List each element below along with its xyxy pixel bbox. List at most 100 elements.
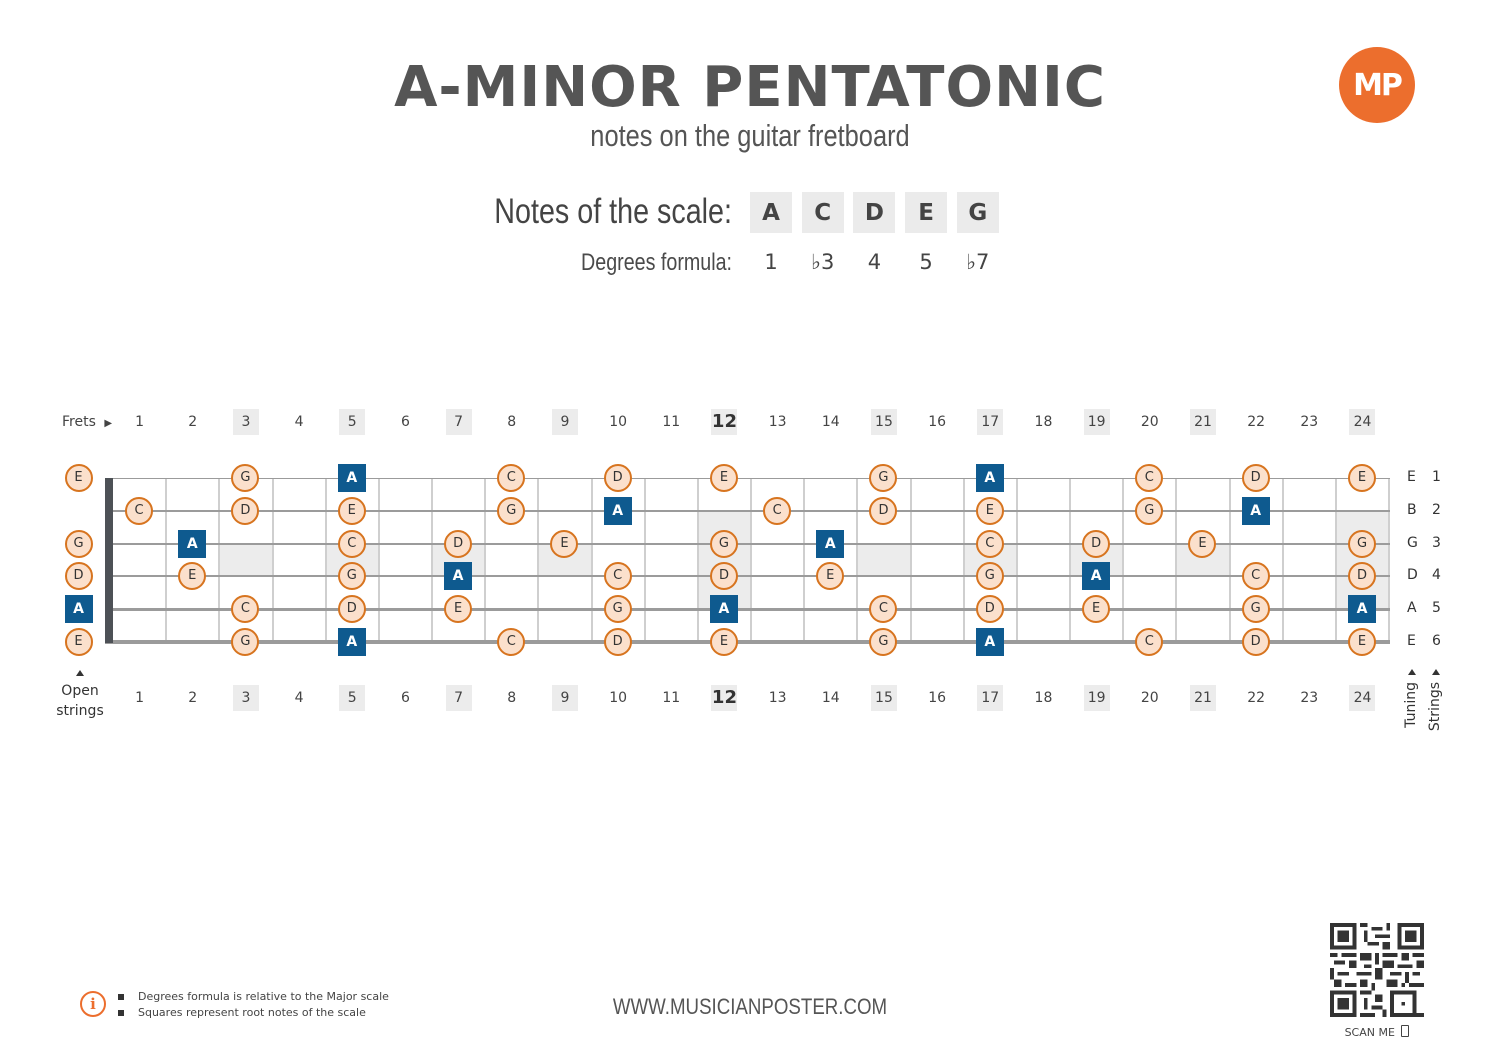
logo-text: MP xyxy=(1353,67,1403,103)
fret-inlay xyxy=(219,544,273,576)
fret-number: 20 xyxy=(1140,414,1159,430)
root-note-marker: A xyxy=(1347,594,1376,623)
fret-line xyxy=(1015,478,1018,642)
open-strings-label: Open strings xyxy=(56,683,104,719)
string-1 xyxy=(105,477,1390,479)
bullet-icon xyxy=(118,994,124,1000)
root-note-marker: A xyxy=(603,496,632,525)
note-marker: E xyxy=(178,561,207,590)
root-note-marker: A xyxy=(178,529,207,558)
fret-number: 19 xyxy=(1083,685,1110,711)
fret-number: 17 xyxy=(977,685,1004,711)
fret-number: 5 xyxy=(339,409,366,435)
bullet-icon xyxy=(118,1010,124,1016)
brand-logo[interactable]: MP xyxy=(1339,47,1415,123)
note-marker: G xyxy=(869,627,898,656)
fret-line xyxy=(1388,478,1391,642)
arrow-up-icon xyxy=(1432,669,1440,675)
string-5 xyxy=(105,607,1390,611)
fret-number: 6 xyxy=(400,690,410,706)
root-note-marker: A xyxy=(64,594,93,623)
root-note-marker: A xyxy=(1241,496,1270,525)
tuning-note: E xyxy=(1407,633,1416,649)
fret-number: 9 xyxy=(551,685,578,711)
fret-line xyxy=(962,478,965,642)
scale-note-box: G xyxy=(956,192,999,233)
page-title: A-MINOR PENTATONIC xyxy=(394,55,1106,120)
fret-number: 11 xyxy=(662,690,681,706)
fret-number: 7 xyxy=(445,409,472,435)
note-marker: E xyxy=(709,463,738,492)
note-marker: D xyxy=(1347,561,1376,590)
string-number: 1 xyxy=(1432,469,1441,485)
fret-line xyxy=(537,478,540,642)
string-number: 6 xyxy=(1432,633,1441,649)
tuning-note: B xyxy=(1407,502,1417,518)
fret-number: 10 xyxy=(609,414,628,430)
qr-code[interactable] xyxy=(1330,923,1424,1017)
fret-number: 18 xyxy=(1034,414,1053,430)
arrow-up-icon xyxy=(76,670,84,676)
fret-number: 2 xyxy=(188,690,198,706)
nut xyxy=(105,478,113,643)
fret-line xyxy=(696,478,699,642)
scale-note-box: E xyxy=(905,192,948,233)
fret-number: 12 xyxy=(711,409,738,435)
arrow-right-icon: ▶ xyxy=(104,418,113,429)
fret-number: 13 xyxy=(768,414,787,430)
note-marker: G xyxy=(231,627,260,656)
scan-me-label: SCAN ME xyxy=(1330,1025,1424,1039)
note-marker: D xyxy=(975,594,1004,623)
fret-line xyxy=(1175,478,1178,642)
fret-number: 5 xyxy=(339,685,366,711)
fret-number: 21 xyxy=(1189,685,1216,711)
root-note-marker: A xyxy=(975,463,1004,492)
fret-number: 20 xyxy=(1140,690,1159,706)
tuning-note: E xyxy=(1407,469,1416,485)
fret-line xyxy=(271,478,274,642)
note-marker: C xyxy=(497,627,526,656)
note-marker: E xyxy=(1188,529,1217,558)
notes-of-scale-label: Notes of the scale: xyxy=(494,192,732,231)
scale-note-box: C xyxy=(801,192,844,233)
fret-number: 17 xyxy=(977,409,1004,435)
fret-number: 14 xyxy=(821,690,840,706)
info-line: Squares represent root notes of the scal… xyxy=(118,1006,366,1019)
fret-number: 24 xyxy=(1349,409,1376,435)
fret-number: 21 xyxy=(1189,409,1216,435)
scale-degree: ♭3 xyxy=(811,250,835,274)
note-marker: E xyxy=(64,627,93,656)
fret-number: 22 xyxy=(1247,690,1266,706)
fret-number: 3 xyxy=(232,409,259,435)
fret-line xyxy=(750,478,753,642)
tuning-label: Tuning xyxy=(1403,682,1419,728)
fret-line xyxy=(856,478,859,642)
string-6 xyxy=(105,640,1390,644)
note-marker: D xyxy=(869,496,898,525)
fret-number: 2 xyxy=(188,414,198,430)
string-3 xyxy=(105,543,1390,545)
fret-number: 3 xyxy=(232,685,259,711)
info-line: Degrees formula is relative to the Major… xyxy=(118,990,389,1003)
root-note-marker: A xyxy=(709,594,738,623)
website-link[interactable]: WWW.MUSICIANPOSTER.COM xyxy=(612,994,888,1019)
note-marker: G xyxy=(1241,594,1270,623)
note-marker: C xyxy=(869,594,898,623)
string-4 xyxy=(105,574,1390,578)
note-marker: G xyxy=(64,529,93,558)
strings-label: Strings xyxy=(1427,682,1443,732)
scale-note-box: A xyxy=(750,192,792,233)
fret-number: 1 xyxy=(135,690,145,706)
note-marker: E xyxy=(1347,627,1376,656)
note-marker: D xyxy=(1241,463,1270,492)
note-marker: E xyxy=(550,529,579,558)
fret-number: 8 xyxy=(507,414,517,430)
note-marker: D xyxy=(64,561,93,590)
page-subtitle: notes on the guitar fretboard xyxy=(590,118,910,153)
note-marker: G xyxy=(1347,529,1376,558)
root-note-marker: A xyxy=(337,627,366,656)
scale-degree: ♭7 xyxy=(966,250,990,274)
note-marker: G xyxy=(603,594,632,623)
fret-line xyxy=(218,478,221,642)
note-marker: C xyxy=(1135,463,1164,492)
